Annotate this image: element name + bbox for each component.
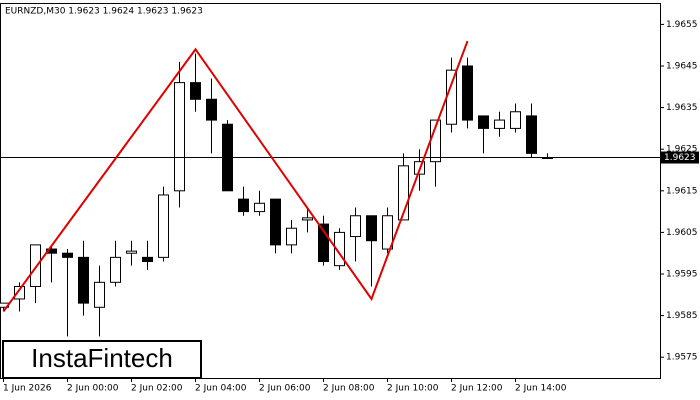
x-tick-label: 2 Jun 04:00 (195, 384, 247, 394)
logo: InstaFintech (31, 343, 173, 373)
candle-body (142, 256, 153, 263)
candle-body (110, 256, 121, 283)
y-tick-label: 1.9575 (666, 353, 698, 363)
x-tick-label: 2 Jun 08:00 (323, 384, 375, 394)
candle-body (510, 111, 521, 129)
candle-body (302, 217, 313, 221)
y-tick-label: 1.9645 (666, 62, 698, 72)
candle-body (526, 115, 537, 154)
y-tick-label: 1.9655 (666, 20, 698, 30)
candle-body (494, 119, 505, 129)
candle-body (190, 82, 201, 100)
candle-body (238, 198, 249, 213)
chart-title: EURNZD,M30 1.9623 1.9624 1.9623 1.9623 (5, 7, 203, 17)
candle-body (366, 215, 377, 242)
candle-body (254, 202, 265, 213)
candle-body (30, 244, 41, 287)
x-tick-label: 2 Jun 12:00 (451, 384, 503, 394)
candle-body (462, 65, 473, 121)
y-tick-label: 1.9595 (666, 270, 698, 280)
y-tick-label: 1.9585 (666, 311, 698, 321)
x-tick-label: 2 Jun 14:00 (515, 384, 567, 394)
x-tick-label: 2 Jun 06:00 (259, 384, 311, 394)
candle-body (174, 82, 185, 192)
x-tick-label: 2 Jun 10:00 (387, 384, 439, 394)
candle-body (286, 227, 297, 246)
candle-body (446, 69, 457, 125)
y-tick-label: 1.9635 (666, 103, 698, 113)
candle-body (158, 194, 169, 258)
x-tick-label: 1 Jun 2026 (3, 384, 52, 394)
pattern-line (2, 40, 469, 313)
current-price-box (661, 151, 699, 164)
candle-body (126, 250, 137, 254)
candle-body (382, 215, 393, 250)
candle-body (334, 231, 345, 267)
logo-box (2, 340, 202, 379)
y-tick-label: 1.9615 (666, 186, 698, 196)
x-tick-label: 2 Jun 02:00 (131, 384, 183, 394)
candle-body (478, 115, 489, 129)
candle-body (206, 98, 217, 121)
candle-body (350, 215, 361, 238)
current-price-label: 1.9623 (664, 153, 696, 163)
y-tick-label: 1.9625 (666, 145, 698, 155)
x-tick-label: 2 Jun 00:00 (67, 384, 119, 394)
candle-body (62, 252, 73, 258)
candle-body (398, 165, 409, 221)
candle-body (94, 281, 105, 308)
candle-body (270, 198, 281, 246)
candle-body (14, 285, 25, 300)
y-tick-label: 1.9605 (666, 228, 698, 238)
candle-body (78, 256, 89, 304)
candle-body (318, 223, 329, 263)
